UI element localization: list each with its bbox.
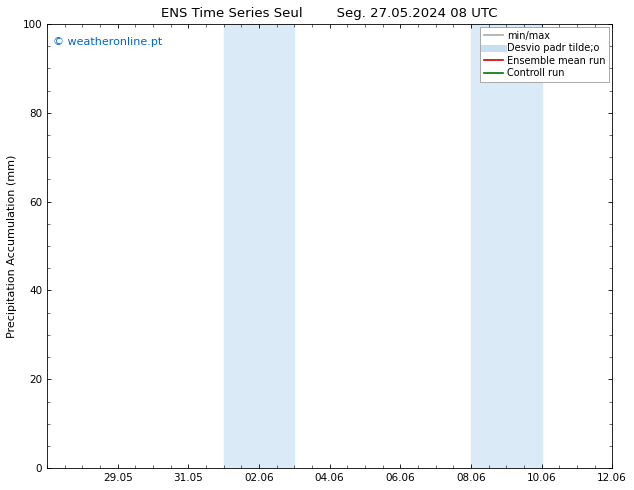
Y-axis label: Precipitation Accumulation (mm): Precipitation Accumulation (mm)	[7, 154, 17, 338]
Bar	[471, 24, 541, 468]
Text: © weatheronline.pt: © weatheronline.pt	[53, 37, 162, 47]
Legend: min/max, Desvio padr tilde;o, Ensemble mean run, Controll run: min/max, Desvio padr tilde;o, Ensemble m…	[480, 27, 609, 82]
Title: ENS Time Series Seul        Seg. 27.05.2024 08 UTC: ENS Time Series Seul Seg. 27.05.2024 08 …	[161, 7, 498, 20]
Bar	[224, 24, 294, 468]
